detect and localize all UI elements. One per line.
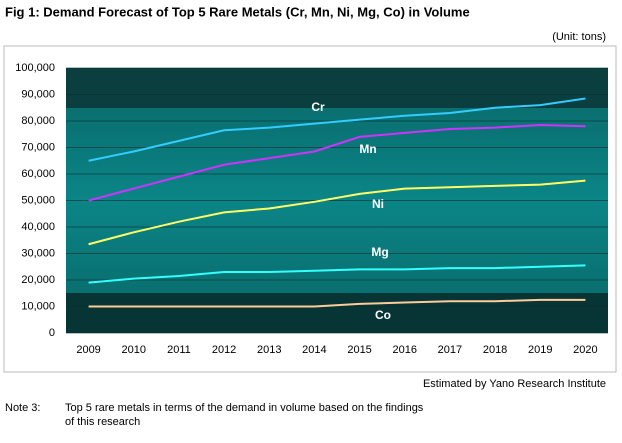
note-label: Note 3: <box>5 402 40 414</box>
series-line <box>88 123 586 202</box>
x-tick-label: 2019 <box>528 344 552 356</box>
x-tick-label: 2020 <box>573 344 597 356</box>
x-tick-label: 2013 <box>257 344 281 356</box>
x-tick-label: 2016 <box>393 344 417 356</box>
x-tick-label: 2012 <box>212 344 236 356</box>
note-line: Top 5 rare metals in terms of the demand… <box>65 402 424 414</box>
y-tick-label: 80,000 <box>21 115 55 127</box>
x-tick-label: 2014 <box>302 344 326 356</box>
series-label: Mg <box>371 245 388 259</box>
y-tick-label: 60,000 <box>21 168 55 180</box>
series-line <box>88 264 586 284</box>
series-label: Co <box>375 308 391 322</box>
x-tick-label: 2015 <box>347 344 371 356</box>
series-line <box>88 179 586 246</box>
x-tick-label: 2018 <box>483 344 507 356</box>
series-label: Mn <box>359 142 376 156</box>
note-line: of this research <box>65 416 140 428</box>
y-tick-label: 90,000 <box>21 88 55 100</box>
series-line <box>88 97 586 162</box>
y-tick-label: 70,000 <box>21 141 55 153</box>
series-label: Ni <box>372 197 384 211</box>
series-label: Cr <box>311 100 325 114</box>
unit-note: (Unit: tons) <box>552 31 606 43</box>
x-tick-label: 2017 <box>438 344 462 356</box>
y-tick-label: 50,000 <box>21 194 55 206</box>
chart-frame <box>3 45 617 373</box>
chart-title: Fig 1: Demand Forecast of Top 5 Rare Met… <box>5 4 470 19</box>
x-tick-label: 2011 <box>167 344 191 356</box>
source: Estimated by Yano Research Institute <box>423 378 606 390</box>
y-tick-label: 0 <box>49 327 55 339</box>
series-line <box>88 298 586 308</box>
x-tick-label: 2009 <box>76 344 100 356</box>
y-tick-label: 10,000 <box>21 300 55 312</box>
y-tick-label: 20,000 <box>21 274 55 286</box>
y-tick-label: 30,000 <box>21 247 55 259</box>
x-tick-label: 2010 <box>122 344 146 356</box>
y-tick-label: 100,000 <box>15 62 55 74</box>
y-tick-label: 40,000 <box>21 221 55 233</box>
